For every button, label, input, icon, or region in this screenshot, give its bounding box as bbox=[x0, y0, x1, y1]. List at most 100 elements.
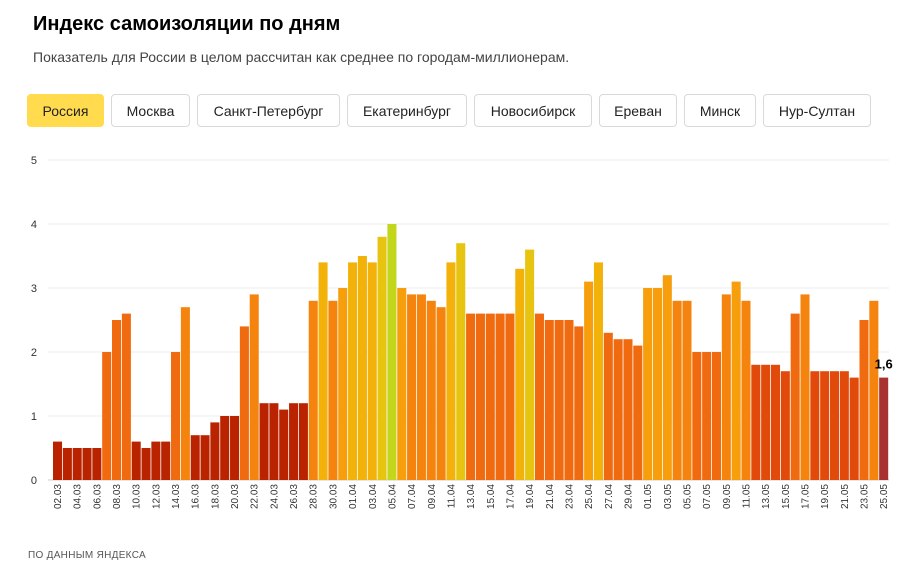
bar bbox=[328, 300, 338, 480]
bar bbox=[849, 377, 859, 480]
bar bbox=[318, 262, 328, 480]
x-tick-label: 01.04 bbox=[348, 484, 359, 509]
x-tick-label: 17.05 bbox=[801, 484, 812, 509]
x-tick-label: 13.04 bbox=[466, 484, 477, 509]
x-tick-label: 16.03 bbox=[191, 484, 202, 509]
bar bbox=[731, 281, 741, 480]
bar bbox=[416, 294, 426, 480]
tab-minsk[interactable]: Минск bbox=[684, 94, 756, 127]
tab-russia[interactable]: Россия bbox=[27, 94, 104, 127]
bar bbox=[751, 364, 761, 480]
bar bbox=[239, 326, 249, 480]
bar bbox=[721, 294, 731, 480]
tab-novosibirsk[interactable]: Новосибирск bbox=[474, 94, 592, 127]
bar bbox=[761, 364, 771, 480]
bar bbox=[426, 300, 436, 480]
bar bbox=[171, 352, 181, 480]
bar bbox=[298, 403, 308, 480]
x-tick-label: 26.03 bbox=[289, 484, 300, 509]
bar bbox=[839, 371, 849, 480]
bar bbox=[387, 224, 397, 480]
bar bbox=[485, 313, 495, 480]
bar bbox=[770, 364, 781, 480]
x-tick-label: 05.04 bbox=[387, 484, 398, 509]
bar bbox=[790, 313, 800, 480]
data-label: 1,6 bbox=[875, 357, 893, 372]
bar bbox=[151, 441, 161, 480]
tab-label: Ереван bbox=[614, 102, 662, 119]
bar bbox=[279, 409, 289, 480]
bar bbox=[377, 236, 387, 480]
bar bbox=[672, 300, 682, 480]
bar bbox=[357, 256, 367, 480]
x-tick-label: 23.05 bbox=[860, 484, 871, 509]
bar bbox=[190, 435, 200, 480]
x-tick-label: 01.05 bbox=[643, 484, 654, 509]
bar bbox=[72, 448, 82, 480]
tab-moscow[interactable]: Москва bbox=[111, 94, 190, 127]
bar bbox=[574, 326, 584, 480]
bar bbox=[869, 300, 879, 480]
bar bbox=[613, 339, 623, 480]
x-tick-label: 25.04 bbox=[584, 484, 595, 509]
bar bbox=[593, 262, 603, 480]
bar bbox=[121, 313, 131, 480]
bar bbox=[829, 371, 840, 480]
bar bbox=[525, 249, 535, 480]
bar bbox=[495, 313, 505, 480]
x-tick-label: 09.04 bbox=[427, 484, 438, 509]
x-tick-label: 06.03 bbox=[92, 484, 103, 509]
x-tick-label: 03.04 bbox=[368, 484, 379, 509]
x-tick-label: 04.03 bbox=[73, 484, 84, 509]
bar bbox=[161, 441, 171, 480]
x-tick-label: 23.04 bbox=[564, 484, 575, 509]
x-tick-label: 11.04 bbox=[446, 484, 457, 509]
tab-nur-sultan[interactable]: Нур-Султан bbox=[763, 94, 871, 127]
x-tick-label: 20.03 bbox=[230, 484, 241, 509]
x-tick-label: 09.05 bbox=[722, 484, 733, 509]
bar bbox=[544, 320, 554, 480]
bar bbox=[180, 307, 190, 480]
bar bbox=[702, 352, 712, 480]
bar bbox=[446, 262, 456, 480]
bar bbox=[692, 352, 702, 480]
x-tick-label: 22.03 bbox=[250, 484, 261, 509]
tab-yerevan[interactable]: Ереван bbox=[599, 94, 677, 127]
bar bbox=[879, 377, 889, 480]
bar bbox=[859, 320, 869, 480]
bar bbox=[820, 371, 830, 480]
bar bbox=[475, 313, 485, 480]
tab-label: Россия bbox=[42, 102, 89, 119]
tab-label: Москва bbox=[126, 102, 175, 119]
bar bbox=[515, 268, 525, 480]
x-tick-label: 17.04 bbox=[505, 484, 516, 509]
x-tick-label: 25.05 bbox=[879, 484, 890, 509]
bar bbox=[534, 313, 544, 480]
x-tick-label: 10.03 bbox=[132, 484, 143, 509]
bar bbox=[289, 403, 299, 480]
x-tick-label: 08.03 bbox=[112, 484, 123, 509]
bar bbox=[643, 288, 653, 480]
x-tick-label: 29.04 bbox=[623, 484, 634, 509]
tab-yekaterinburg[interactable]: Екатеринбург bbox=[347, 94, 467, 127]
x-tick-label: 14.03 bbox=[171, 484, 182, 509]
x-tick-label: 28.03 bbox=[309, 484, 320, 509]
x-tick-label: 24.03 bbox=[269, 484, 280, 509]
bar bbox=[662, 275, 672, 480]
bar bbox=[800, 294, 810, 480]
bar bbox=[249, 294, 259, 480]
x-tick-label: 07.05 bbox=[702, 484, 713, 509]
bar bbox=[564, 320, 574, 480]
x-tick-label: 19.04 bbox=[525, 484, 536, 509]
bar bbox=[269, 403, 279, 480]
bar bbox=[682, 300, 692, 480]
tab-saint-petersburg[interactable]: Санкт-Петербург bbox=[197, 94, 340, 127]
y-tick-label: 4 bbox=[31, 219, 37, 231]
bar bbox=[53, 441, 63, 480]
bar bbox=[780, 371, 790, 480]
y-tick-label: 3 bbox=[31, 283, 37, 295]
bar bbox=[82, 448, 92, 480]
bar bbox=[633, 345, 643, 480]
bar bbox=[397, 288, 407, 480]
x-tick-label: 11.05 bbox=[741, 484, 752, 509]
